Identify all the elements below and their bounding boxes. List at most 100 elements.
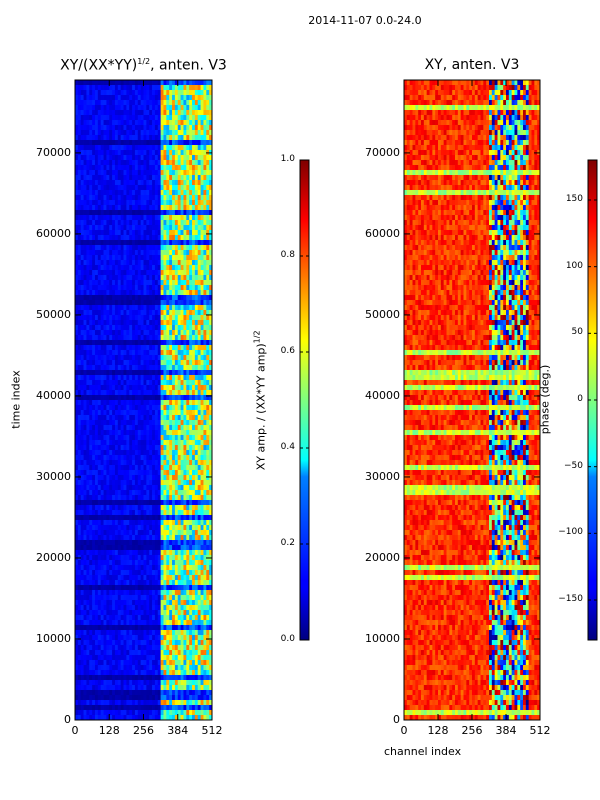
amplitude-cell xyxy=(172,155,176,161)
amplitude-cell xyxy=(123,315,127,321)
amplitude-cell xyxy=(92,510,96,516)
amplitude-cell xyxy=(126,230,130,236)
amplitude-cell xyxy=(203,90,207,96)
amplitude-cell xyxy=(112,210,116,216)
amplitude-cell xyxy=(100,155,104,161)
amplitude-cell xyxy=(197,380,201,386)
amplitude-cell xyxy=(92,360,96,366)
amplitude-cell xyxy=(152,255,156,261)
amplitude-cell xyxy=(114,195,119,201)
amplitude-cell xyxy=(80,260,84,266)
amplitude-cell xyxy=(94,245,99,251)
amplitude-cell xyxy=(194,270,199,276)
amplitude-cell xyxy=(192,575,196,581)
amplitude-cell xyxy=(169,325,173,331)
amplitude-cell xyxy=(120,325,124,331)
amplitude-cell xyxy=(97,405,102,411)
amplitude-cell xyxy=(86,425,90,431)
amplitude-cell xyxy=(129,410,133,416)
amplitude-cell xyxy=(106,230,110,236)
amplitude-cell xyxy=(186,175,190,181)
amplitude-cell xyxy=(123,575,127,581)
amplitude-cell xyxy=(197,510,201,516)
amplitude-cell xyxy=(186,185,190,191)
amplitude-cell xyxy=(197,280,201,286)
amplitude-cell xyxy=(166,575,170,581)
amplitude-cell xyxy=(89,345,93,351)
amplitude-cell xyxy=(94,100,99,106)
amplitude-cell xyxy=(200,575,204,581)
amplitude-cell xyxy=(97,100,102,106)
amplitude-cell xyxy=(192,125,196,131)
amplitude-cell xyxy=(126,295,130,301)
amplitude-cell xyxy=(75,135,79,141)
amplitude-cell xyxy=(160,375,164,381)
amplitude-cell xyxy=(143,475,147,481)
amplitude-cell xyxy=(126,300,130,306)
amplitude-cell xyxy=(160,535,164,541)
amplitude-cell xyxy=(177,130,181,136)
amplitude-cell xyxy=(106,140,110,146)
amplitude-cell xyxy=(109,110,113,116)
amplitude-cell xyxy=(189,325,193,331)
amplitude-cell xyxy=(97,515,102,521)
amplitude-cell xyxy=(117,90,122,96)
amplitude-cell xyxy=(189,420,193,426)
amplitude-cell xyxy=(183,595,187,601)
amplitude-cell xyxy=(117,570,122,576)
amplitude-cell xyxy=(100,535,104,541)
amplitude-cell xyxy=(169,140,173,146)
amplitude-cell xyxy=(209,495,212,501)
amplitude-cell xyxy=(152,575,156,581)
amplitude-cell xyxy=(206,495,210,501)
amplitude-cell xyxy=(126,185,130,191)
amplitude-cell xyxy=(172,185,176,191)
amplitude-cell xyxy=(186,370,190,376)
amplitude-cell xyxy=(86,590,90,596)
amplitude-cell xyxy=(177,530,181,536)
amplitude-cell xyxy=(172,455,176,461)
amplitude-cell xyxy=(183,385,187,391)
amplitude-cell xyxy=(154,590,159,596)
amplitude-cell xyxy=(160,165,164,171)
amplitude-cell xyxy=(126,225,130,231)
amplitude-cell xyxy=(186,150,190,156)
amplitude-cell xyxy=(80,95,84,101)
amplitude-cell xyxy=(129,495,133,501)
amplitude-cell xyxy=(89,580,93,586)
amplitude-cell xyxy=(100,470,104,476)
amplitude-cell xyxy=(174,415,179,421)
amplitude-cell xyxy=(77,530,82,536)
amplitude-cell xyxy=(134,230,139,236)
amplitude-cell xyxy=(80,575,84,581)
amplitude-cell xyxy=(123,340,127,346)
amplitude-cell xyxy=(203,195,207,201)
amplitude-cell xyxy=(186,290,190,296)
amplitude-cell xyxy=(80,210,84,216)
amplitude-cell xyxy=(200,135,204,141)
amplitude-cell xyxy=(77,195,82,201)
amplitude-cell xyxy=(80,245,84,251)
amplitude-cell xyxy=(174,440,179,446)
amplitude-cell xyxy=(137,565,142,571)
amplitude-cell xyxy=(200,585,204,591)
amplitude-cell xyxy=(157,490,162,496)
amplitude-cell xyxy=(143,550,147,556)
amplitude-cell xyxy=(120,430,124,436)
amplitude-cell xyxy=(200,260,204,266)
amplitude-cell xyxy=(86,195,90,201)
amplitude-cell xyxy=(186,145,190,151)
amplitude-cell xyxy=(192,555,196,561)
amplitude-cell xyxy=(86,330,90,336)
amplitude-cell xyxy=(172,110,176,116)
amplitude-cell xyxy=(177,415,181,421)
amplitude-cell xyxy=(114,340,119,346)
amplitude-cell xyxy=(166,425,170,431)
amplitude-cell xyxy=(89,360,93,366)
amplitude-cell xyxy=(92,470,96,476)
amplitude-cell xyxy=(203,225,207,231)
amplitude-cell xyxy=(183,200,187,206)
amplitude-cell xyxy=(132,305,136,311)
amplitude-cell xyxy=(92,530,96,536)
amplitude-cell xyxy=(186,400,190,406)
